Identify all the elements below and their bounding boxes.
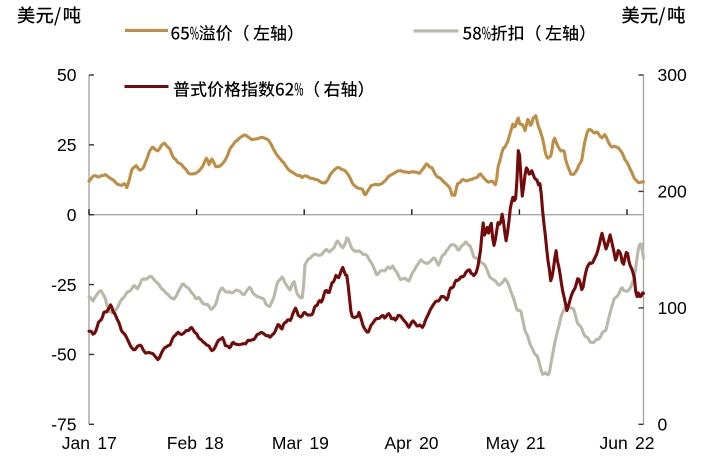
svg-text:0: 0 [658, 415, 668, 435]
svg-text:-50: -50 [51, 345, 77, 365]
svg-text:Jun 22: Jun 22 [599, 433, 654, 453]
svg-text:Apr 20: Apr 20 [384, 433, 438, 453]
svg-text:May 21: May 21 [486, 433, 546, 453]
svg-text:-25: -25 [51, 275, 76, 295]
svg-text:0: 0 [67, 205, 77, 225]
svg-text:-75: -75 [51, 415, 76, 435]
svg-text:100: 100 [658, 298, 687, 318]
svg-text:Feb 18: Feb 18 [167, 433, 224, 453]
svg-text:50: 50 [57, 65, 77, 85]
svg-text:25: 25 [57, 135, 76, 155]
svg-text:300: 300 [658, 65, 687, 85]
svg-text:200: 200 [658, 182, 687, 202]
svg-text:Jan 17: Jan 17 [62, 433, 117, 453]
svg-text:Mar 19: Mar 19 [272, 433, 329, 453]
